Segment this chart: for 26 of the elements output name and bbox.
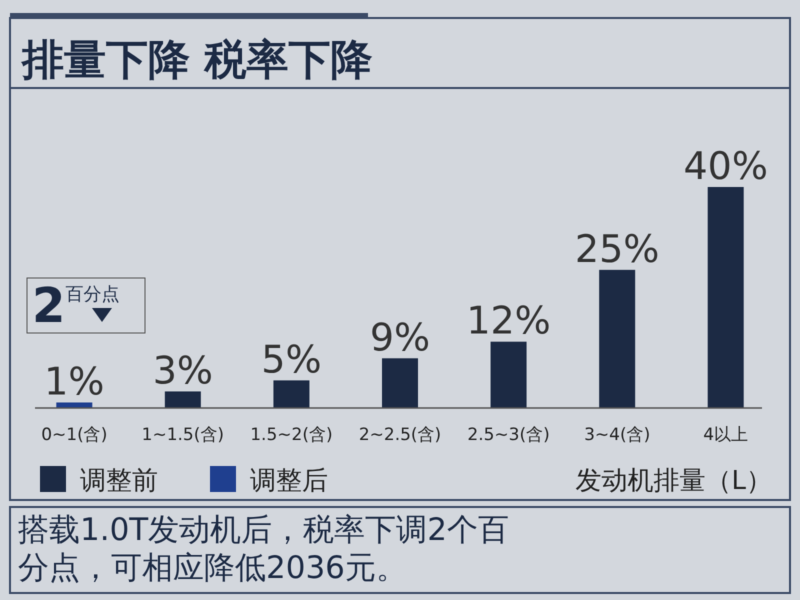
data-label: 1% xyxy=(44,359,104,404)
data-label: 9% xyxy=(370,315,430,360)
x-tick-label: 1.5~2(含) xyxy=(250,425,333,445)
data-label: 25% xyxy=(574,226,660,271)
bar xyxy=(164,391,201,408)
x-tick-label: 4以上 xyxy=(703,425,748,445)
data-label: 3% xyxy=(152,348,214,392)
bar xyxy=(273,380,310,408)
data-label: 12% xyxy=(466,298,551,343)
bar xyxy=(599,270,636,408)
chart-title: 排量下降 税率下降 xyxy=(20,35,373,84)
data-label: 40% xyxy=(683,144,768,188)
bar xyxy=(490,342,527,408)
legend-label: 调整后 xyxy=(250,466,328,496)
x-tick-label: 2.5~3(含) xyxy=(467,425,550,445)
x-tick-label: 1~1.5(含) xyxy=(142,425,224,445)
legend-label: 调整前 xyxy=(80,466,158,496)
x-tick-label: 3~4(含) xyxy=(584,425,650,445)
x-tick-label: 0~1(含) xyxy=(41,425,108,445)
bar xyxy=(56,402,92,408)
text: 搭载1.0T发动机后，税率下调2个百分点，可相应降低2036元。 xyxy=(18,512,509,586)
bar xyxy=(382,358,418,408)
x-tick-label: 2~2.5(含) xyxy=(358,425,442,445)
x-axis-title: 发动机排量（L） xyxy=(576,466,772,496)
bar xyxy=(708,187,744,408)
data-label: 5% xyxy=(261,337,322,382)
